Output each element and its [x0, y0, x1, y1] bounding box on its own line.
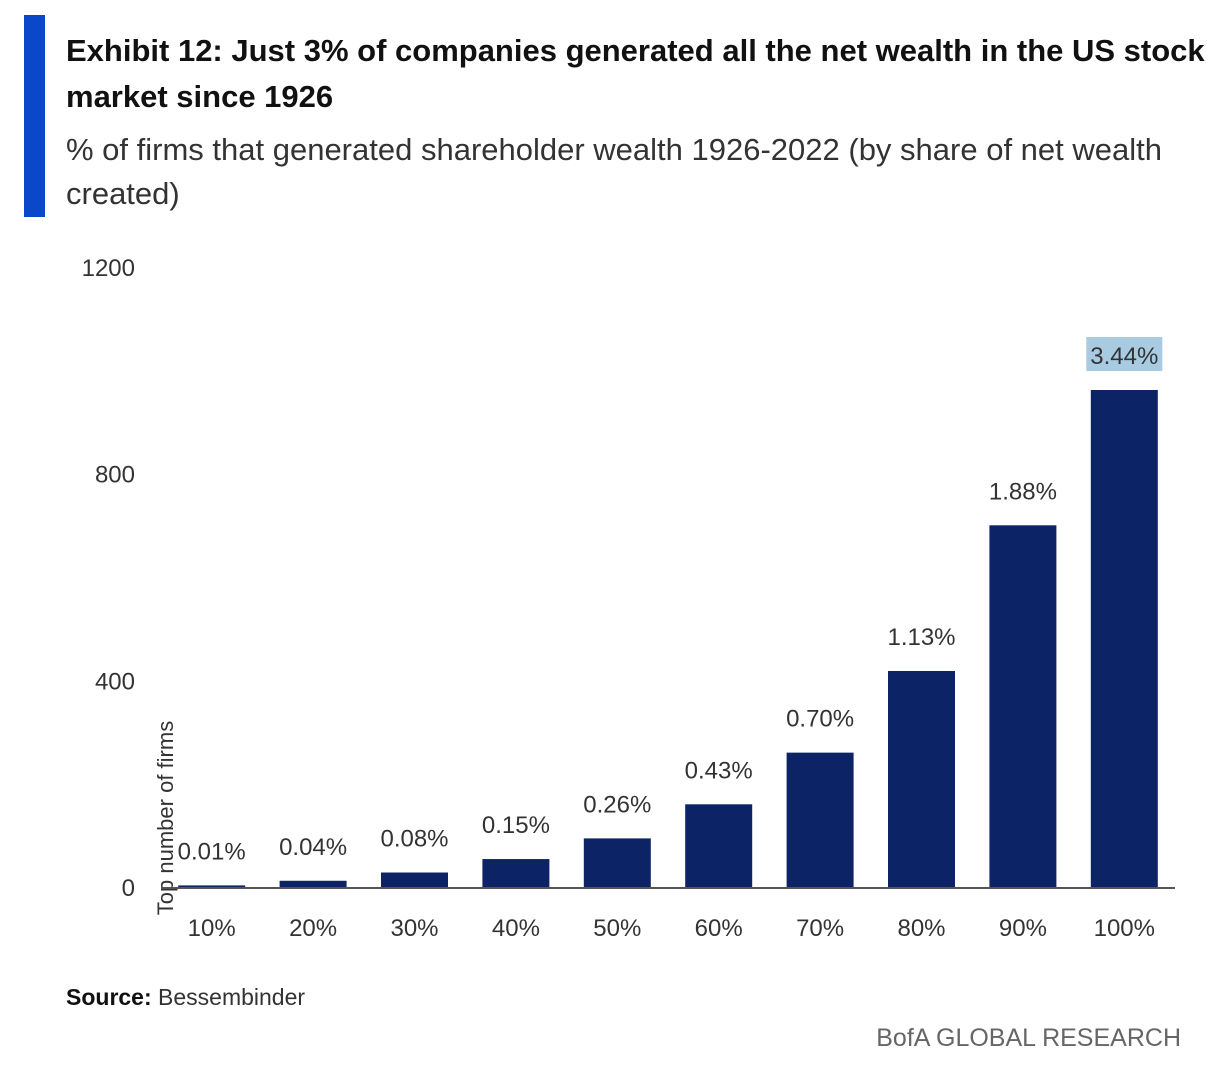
x-tick-label: 70% — [796, 915, 844, 942]
bar — [583, 838, 651, 888]
data-label: 0.26% — [583, 791, 651, 818]
bar — [685, 804, 753, 888]
y-tick-label: 800 — [95, 462, 135, 489]
data-label: 0.70% — [786, 706, 854, 733]
bar — [279, 880, 347, 888]
accent-bar — [24, 15, 45, 217]
bars — [178, 390, 1158, 888]
y-axis-ticks: 0 400 800 1200 — [82, 255, 135, 902]
data-label: 0.15% — [482, 812, 550, 839]
data-label: 0.04% — [279, 834, 347, 861]
source-value: Bessembinder — [158, 984, 306, 1010]
y-tick-label: 400 — [95, 668, 135, 695]
data-label: 0.08% — [380, 826, 448, 853]
bar — [888, 671, 955, 888]
chart-subtitle: % of firms that generated shareholder we… — [66, 132, 1162, 211]
x-tick-label: 100% — [1094, 915, 1155, 942]
bar — [1090, 390, 1158, 888]
data-label: 1.13% — [887, 624, 955, 651]
data-labels: 0.01% 0.04% 0.08% 0.15% 0.26% 0.43% 0.70% 1.13%… — [178, 337, 1163, 865]
x-tick-label: 30% — [390, 915, 438, 942]
x-tick-label: 40% — [492, 915, 540, 942]
brand-label: BofA GLOBAL RESEARCH — [876, 1024, 1181, 1052]
data-label: 0.01% — [178, 838, 246, 865]
data-label: 0.43% — [685, 757, 753, 784]
x-tick-label: 50% — [593, 915, 641, 942]
bar — [482, 859, 550, 888]
bar — [786, 752, 854, 888]
x-tick-label: 20% — [289, 915, 337, 942]
x-tick-label: 60% — [695, 915, 743, 942]
y-tick-label: 1200 — [82, 255, 135, 282]
data-label: 1.88% — [989, 478, 1057, 505]
label-highlight — [1086, 337, 1163, 371]
source-note: Source: Bessembinder — [66, 984, 305, 1011]
bar — [989, 525, 1057, 888]
bar — [381, 872, 448, 888]
x-axis-ticks: 10% 20% 30% 40% 50% 60% 70% 80% 90% 100% — [188, 915, 1155, 942]
x-tick-label: 10% — [188, 915, 236, 942]
y-tick-label: 0 — [122, 875, 135, 902]
y-axis-label: Top number of firms — [153, 721, 178, 915]
chart-title: Exhibit 12: Just 3% of companies generat… — [66, 33, 1205, 114]
data-label: 3.44% — [1090, 343, 1158, 370]
bar — [178, 885, 246, 888]
x-tick-label: 90% — [999, 915, 1047, 942]
source-label: Source: — [66, 984, 152, 1010]
x-tick-label: 80% — [897, 915, 945, 942]
